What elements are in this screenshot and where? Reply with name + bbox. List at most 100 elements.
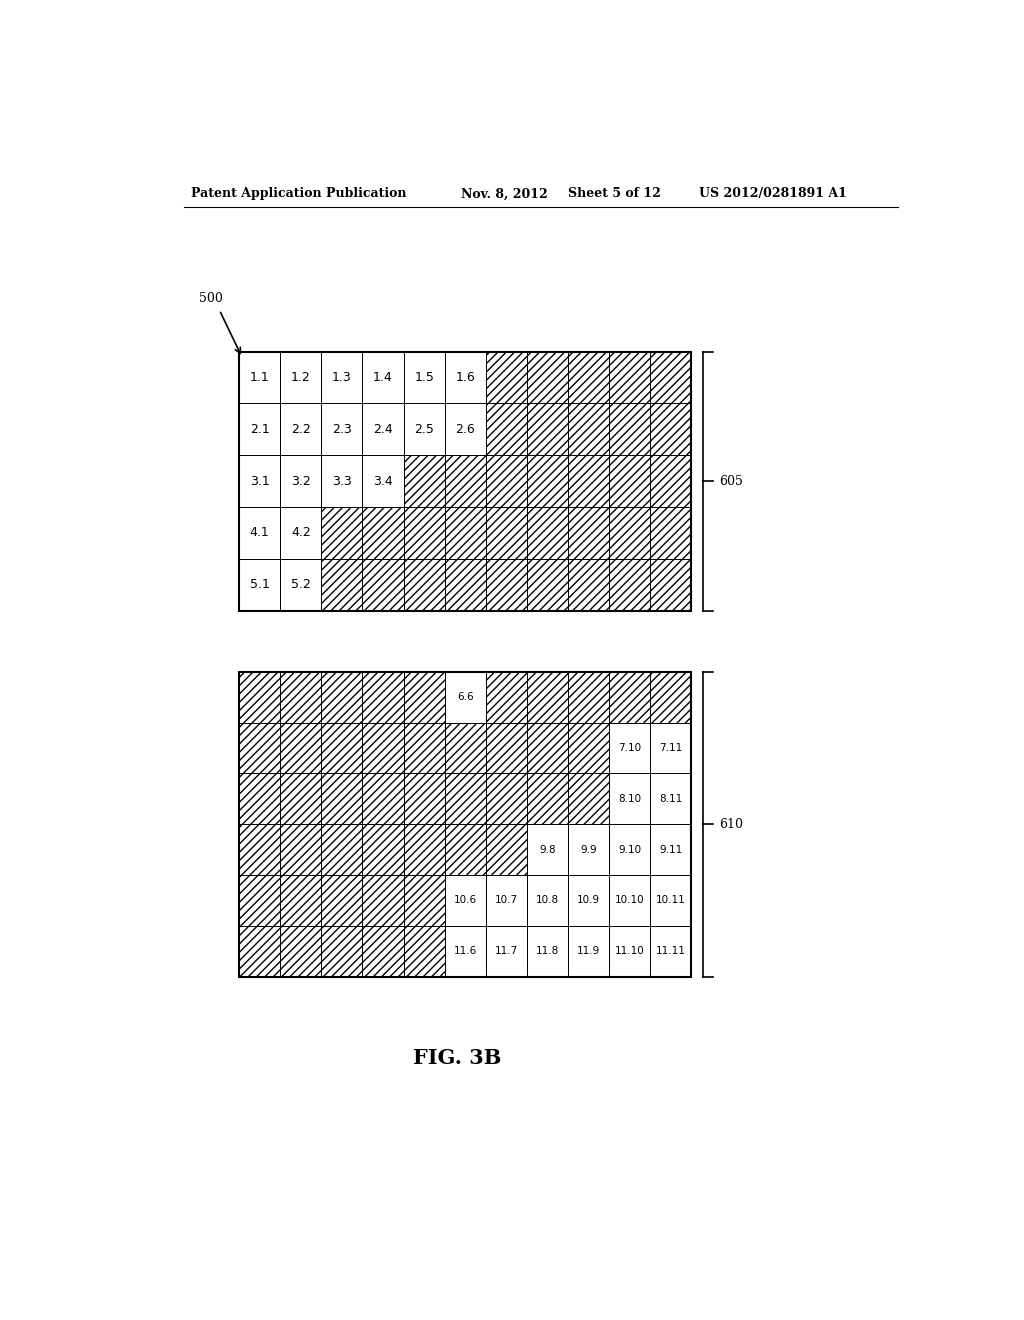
Bar (322, 672, 362, 722)
Bar (568, 722, 609, 774)
Bar (485, 351, 527, 404)
Text: 4.2: 4.2 (291, 527, 310, 540)
Bar (240, 455, 281, 507)
Bar (650, 875, 691, 925)
Bar (240, 672, 281, 722)
Bar (362, 351, 403, 404)
Bar (650, 351, 691, 404)
Bar (362, 404, 403, 455)
Text: 11.11: 11.11 (656, 946, 686, 956)
Bar (527, 455, 568, 507)
Text: 1.4: 1.4 (373, 371, 393, 384)
Text: Patent Application Publication: Patent Application Publication (191, 187, 407, 201)
Bar (609, 925, 650, 977)
Bar (485, 925, 527, 977)
Text: 500: 500 (200, 292, 223, 305)
Text: 11.9: 11.9 (577, 946, 600, 956)
Text: 10.10: 10.10 (615, 895, 644, 906)
Bar (609, 558, 650, 611)
Bar (568, 925, 609, 977)
Bar (609, 722, 650, 774)
Text: 11.10: 11.10 (614, 946, 645, 956)
Bar (650, 672, 691, 722)
Bar (444, 824, 485, 875)
Text: 1.1: 1.1 (250, 371, 269, 384)
Text: 1.2: 1.2 (291, 371, 310, 384)
Bar (485, 875, 527, 925)
Text: 5.1: 5.1 (250, 578, 269, 591)
Bar (650, 558, 691, 611)
Text: Nov. 8, 2012: Nov. 8, 2012 (461, 187, 548, 201)
Text: 3.2: 3.2 (291, 475, 310, 487)
Text: 5.2: 5.2 (291, 578, 310, 591)
Bar (485, 558, 527, 611)
Bar (485, 404, 527, 455)
Bar (362, 925, 403, 977)
Bar (444, 925, 485, 977)
Bar (444, 722, 485, 774)
Bar (281, 672, 322, 722)
Bar (444, 672, 485, 722)
Bar (444, 774, 485, 824)
Text: 1.6: 1.6 (456, 371, 475, 384)
Bar (403, 722, 444, 774)
Text: 9.9: 9.9 (581, 845, 597, 854)
Bar (650, 404, 691, 455)
Bar (362, 774, 403, 824)
Bar (322, 774, 362, 824)
Bar (281, 558, 322, 611)
Bar (568, 774, 609, 824)
Bar (362, 824, 403, 875)
Bar (322, 455, 362, 507)
Bar (568, 875, 609, 925)
Bar (403, 925, 444, 977)
Bar (240, 558, 281, 611)
Bar (240, 774, 281, 824)
Bar (281, 507, 322, 558)
Bar (568, 507, 609, 558)
Bar (362, 455, 403, 507)
Bar (609, 672, 650, 722)
Bar (281, 351, 322, 404)
Bar (609, 455, 650, 507)
Bar (485, 722, 527, 774)
Bar (527, 925, 568, 977)
Bar (281, 404, 322, 455)
Text: 7.10: 7.10 (618, 743, 641, 752)
Bar (281, 455, 322, 507)
Bar (527, 404, 568, 455)
Bar (362, 507, 403, 558)
Bar (403, 455, 444, 507)
Bar (527, 774, 568, 824)
Text: 610: 610 (719, 817, 743, 830)
Bar (240, 351, 691, 611)
Bar (485, 774, 527, 824)
Bar (650, 774, 691, 824)
Bar (281, 925, 322, 977)
Bar (609, 774, 650, 824)
Text: 2.3: 2.3 (332, 422, 352, 436)
Text: 9.11: 9.11 (659, 845, 683, 854)
Text: 3.3: 3.3 (332, 475, 352, 487)
Bar (568, 351, 609, 404)
Bar (322, 404, 362, 455)
Bar (650, 455, 691, 507)
Bar (568, 558, 609, 611)
Text: 10.8: 10.8 (536, 895, 559, 906)
Bar (403, 351, 444, 404)
Bar (362, 875, 403, 925)
Bar (322, 824, 362, 875)
Bar (240, 875, 281, 925)
Bar (527, 824, 568, 875)
Bar (240, 722, 281, 774)
Bar (485, 824, 527, 875)
Bar (403, 875, 444, 925)
Bar (322, 925, 362, 977)
Text: 11.7: 11.7 (495, 946, 518, 956)
Bar (240, 404, 281, 455)
Bar (362, 558, 403, 611)
Bar (527, 507, 568, 558)
Bar (444, 351, 485, 404)
Bar (527, 351, 568, 404)
Text: 1.5: 1.5 (415, 371, 434, 384)
